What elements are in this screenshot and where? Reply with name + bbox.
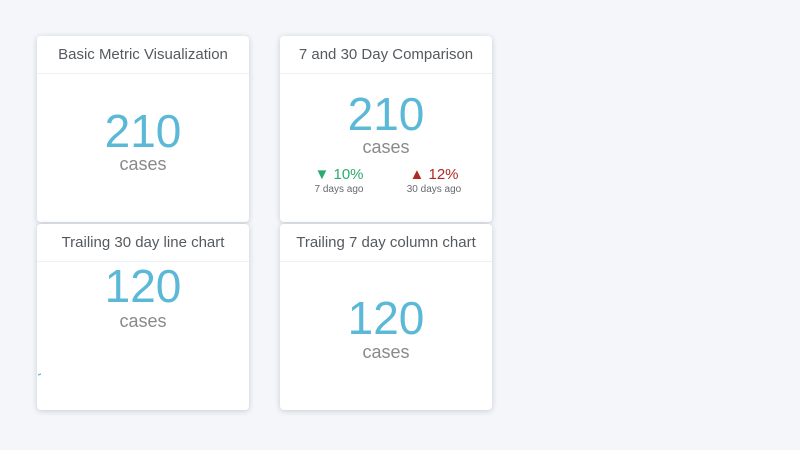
metric-value: 210 <box>347 88 425 140</box>
metric-value: 120 <box>347 292 425 344</box>
change-percent: 12% <box>428 166 459 183</box>
change-percent: 10% <box>333 166 364 183</box>
sparkline-chart <box>37 373 42 376</box>
comparison-7-days: ▼ 10% 7 days ago <box>289 166 389 196</box>
down-arrow-icon: ▼ <box>314 166 330 183</box>
comparison-label: 7 days ago <box>314 184 364 195</box>
metric-card-line-chart: Trailing 30 day line chart 120 cases <box>37 224 249 410</box>
metric-card-basic: Basic Metric Visualization 210 cases <box>37 36 249 222</box>
metric-unit: cases <box>362 342 410 362</box>
change-value-7-days: ▼ 10% <box>289 166 389 183</box>
metric-unit: cases <box>119 311 167 331</box>
metric-value: 210 <box>104 105 182 157</box>
card-title: Trailing 7 day column chart <box>280 224 492 262</box>
card-title: Trailing 30 day line chart <box>37 224 249 262</box>
metric-card-comparison: 7 and 30 Day Comparison 210 cases ▼ 10% … <box>280 36 492 222</box>
metric-unit: cases <box>362 137 410 157</box>
card-title: Basic Metric Visualization <box>37 36 249 74</box>
up-arrow-icon: ▲ <box>409 166 425 183</box>
card-title: 7 and 30 Day Comparison <box>280 36 492 74</box>
metric-card-column-chart: Trailing 7 day column chart 120 cases <box>280 224 492 410</box>
comparison-30-days: ▲ 12% 30 days ago <box>384 166 484 196</box>
sparkline-path <box>37 373 42 376</box>
metric-value: 120 <box>104 260 182 312</box>
comparison-label: 30 days ago <box>406 184 462 195</box>
metric-unit: cases <box>119 154 167 174</box>
change-value-30-days: ▲ 12% <box>384 166 484 183</box>
